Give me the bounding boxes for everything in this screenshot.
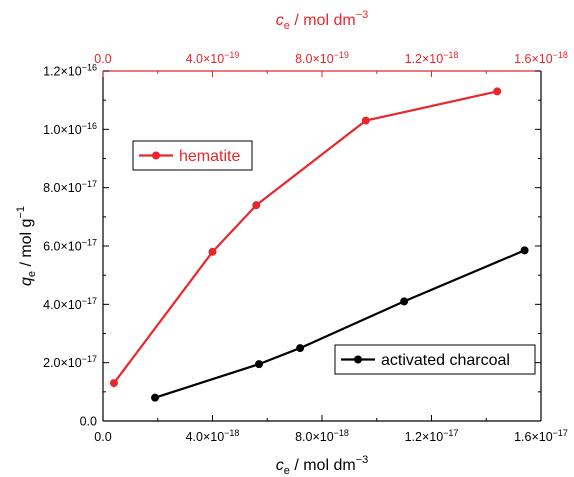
hematite-series-line xyxy=(113,90,498,384)
activated-charcoal-data-point xyxy=(255,360,264,369)
x-top-tick-label: 8.0×10−19 xyxy=(295,50,349,66)
hematite-data-point xyxy=(252,201,261,210)
y-tick-label: 1.2×10−16 xyxy=(43,63,97,79)
x-bottom-tick-label: 4.0×10−18 xyxy=(186,428,240,444)
activated-charcoal-data-point xyxy=(296,344,305,353)
x-top-axis-title: ce / mol dm−3 xyxy=(276,9,368,32)
x-bottom-tick-label: 1.6×10−17 xyxy=(514,428,568,444)
y-tick-label: 4.0×10−17 xyxy=(43,296,97,312)
hematite-data-point xyxy=(493,87,502,96)
legend-marker-hematite xyxy=(152,151,160,160)
y-tick-label: 1.0×10−16 xyxy=(43,121,97,137)
y-axis-title: qe / mol g−1 xyxy=(15,206,38,286)
activated-charcoal-series-line xyxy=(154,249,526,399)
x-bottom-tick-label: 0.0 xyxy=(94,430,111,444)
hematite-data-point xyxy=(208,247,217,256)
legend-label-activated-charcoal: activated charcoal xyxy=(381,352,510,369)
activated-charcoal-data-point xyxy=(400,297,409,306)
y-tick-label: 0.0 xyxy=(80,415,97,429)
x-top-tick-label: 0.0 xyxy=(94,52,111,66)
hematite-data-point xyxy=(361,116,370,125)
y-tick-label: 2.0×10−17 xyxy=(43,354,97,370)
x-top-tick-label: 4.0×10−19 xyxy=(186,50,240,66)
x-top-tick-label: 1.2×10−18 xyxy=(405,50,459,66)
x-bottom-tick-label: 8.0×10−18 xyxy=(295,428,349,444)
y-tick-label: 8.0×10−17 xyxy=(43,179,97,195)
legend-label-hematite: hematite xyxy=(179,148,240,165)
activated-charcoal-data-point xyxy=(520,246,529,255)
x-top-tick-label: 1.6×10−18 xyxy=(514,50,568,66)
hematite-data-point xyxy=(109,379,118,388)
x-bottom-axis-title: ce / mol dm−3 xyxy=(276,454,368,477)
legend-marker-activated-charcoal xyxy=(354,355,362,364)
x-bottom-tick-label: 1.2×10−17 xyxy=(405,428,459,444)
activated-charcoal-data-point xyxy=(151,393,160,402)
y-tick-label: 6.0×10−17 xyxy=(43,238,97,254)
